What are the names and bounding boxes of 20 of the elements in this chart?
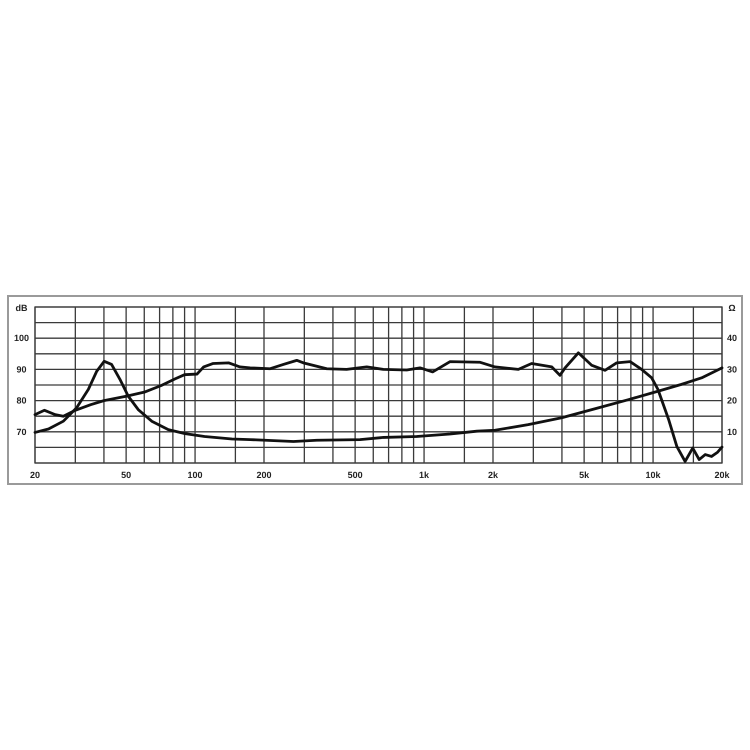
- y2-tick-label: 30: [726, 364, 738, 374]
- y2-tick-label: 20: [726, 396, 738, 406]
- y-tick-label: 90: [16, 364, 27, 374]
- x-tick-label: 500: [348, 470, 363, 480]
- y-axis-title: dB: [16, 303, 28, 313]
- y-tick-label: 100: [14, 333, 30, 344]
- x-tick-label: 20k: [714, 470, 730, 480]
- y-tick-label: 70: [16, 426, 27, 437]
- y2-tick-label: 10: [726, 426, 738, 437]
- x-tick-label: 2k: [488, 470, 499, 480]
- x-tick-label: 200: [256, 470, 272, 480]
- y-tick-label: 80: [16, 396, 27, 406]
- y2-tick-label: 40: [726, 333, 738, 344]
- x-tick-label: 10k: [646, 470, 662, 480]
- x-tick-label: 100: [188, 470, 203, 480]
- x-tick-label: 1k: [419, 470, 430, 480]
- y2-axis-title: Ω: [728, 303, 736, 313]
- x-tick-label: 50: [121, 470, 132, 480]
- x-tick-label: 5k: [579, 470, 590, 480]
- x-tick-label: 20: [30, 470, 40, 480]
